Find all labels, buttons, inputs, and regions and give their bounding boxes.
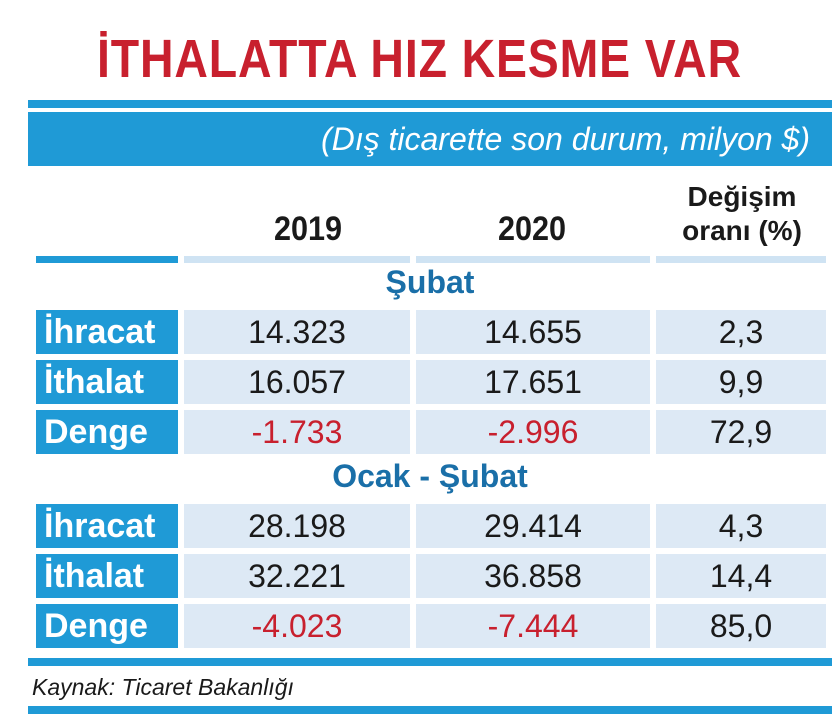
table-cell: 36.858 bbox=[416, 554, 650, 598]
table-cell: 72,9 bbox=[656, 410, 826, 454]
top-rule bbox=[28, 100, 832, 108]
table-cell: 4,3 bbox=[656, 504, 826, 548]
table-cell: -1.733 bbox=[184, 410, 410, 454]
column-header-2019: 2019 bbox=[273, 210, 343, 248]
subtitle: (Dış ticarette son durum, milyon $) bbox=[28, 112, 832, 166]
table-cell: -2.996 bbox=[416, 410, 650, 454]
header-rule-change bbox=[656, 256, 826, 263]
bottom-rule-upper bbox=[28, 658, 832, 666]
table-cell: 2,3 bbox=[656, 310, 826, 354]
section-heading: Ocak - Şubat bbox=[332, 458, 528, 494]
column-header-change: Değişim oranı (%) bbox=[682, 181, 802, 246]
page-title: İTHALATTA HIZ KESME VAR bbox=[97, 29, 742, 89]
table-cell: -7.444 bbox=[416, 604, 650, 648]
table-cell: 85,0 bbox=[656, 604, 826, 648]
table-cell: 28.198 bbox=[184, 504, 410, 548]
table-cell: 14.655 bbox=[416, 310, 650, 354]
table-cell: 9,9 bbox=[656, 360, 826, 404]
row-label-ithalat: İthalat bbox=[36, 360, 178, 404]
source-note: Kaynak: Ticaret Bakanlığı bbox=[32, 674, 294, 700]
table-cell: 16.057 bbox=[184, 360, 410, 404]
row-label-ithalat: İthalat bbox=[36, 554, 178, 598]
header-rule-2020 bbox=[416, 256, 650, 263]
table-cell: 17.651 bbox=[416, 360, 650, 404]
table-cell: 14.323 bbox=[184, 310, 410, 354]
bottom-rule-lower bbox=[28, 706, 832, 714]
row-label-denge: Denge bbox=[36, 410, 178, 454]
section-heading: Şubat bbox=[385, 264, 475, 300]
table-cell: 29.414 bbox=[416, 504, 650, 548]
row-label-denge: Denge bbox=[36, 604, 178, 648]
table-cell: -4.023 bbox=[184, 604, 410, 648]
header-rule-label bbox=[36, 256, 178, 263]
table-cell: 14,4 bbox=[656, 554, 826, 598]
row-label-ihracat: İhracat bbox=[36, 504, 178, 548]
header-rule-2019 bbox=[184, 256, 410, 263]
column-header-2020: 2020 bbox=[497, 210, 567, 248]
row-label-ihracat: İhracat bbox=[36, 310, 178, 354]
table-cell: 32.221 bbox=[184, 554, 410, 598]
